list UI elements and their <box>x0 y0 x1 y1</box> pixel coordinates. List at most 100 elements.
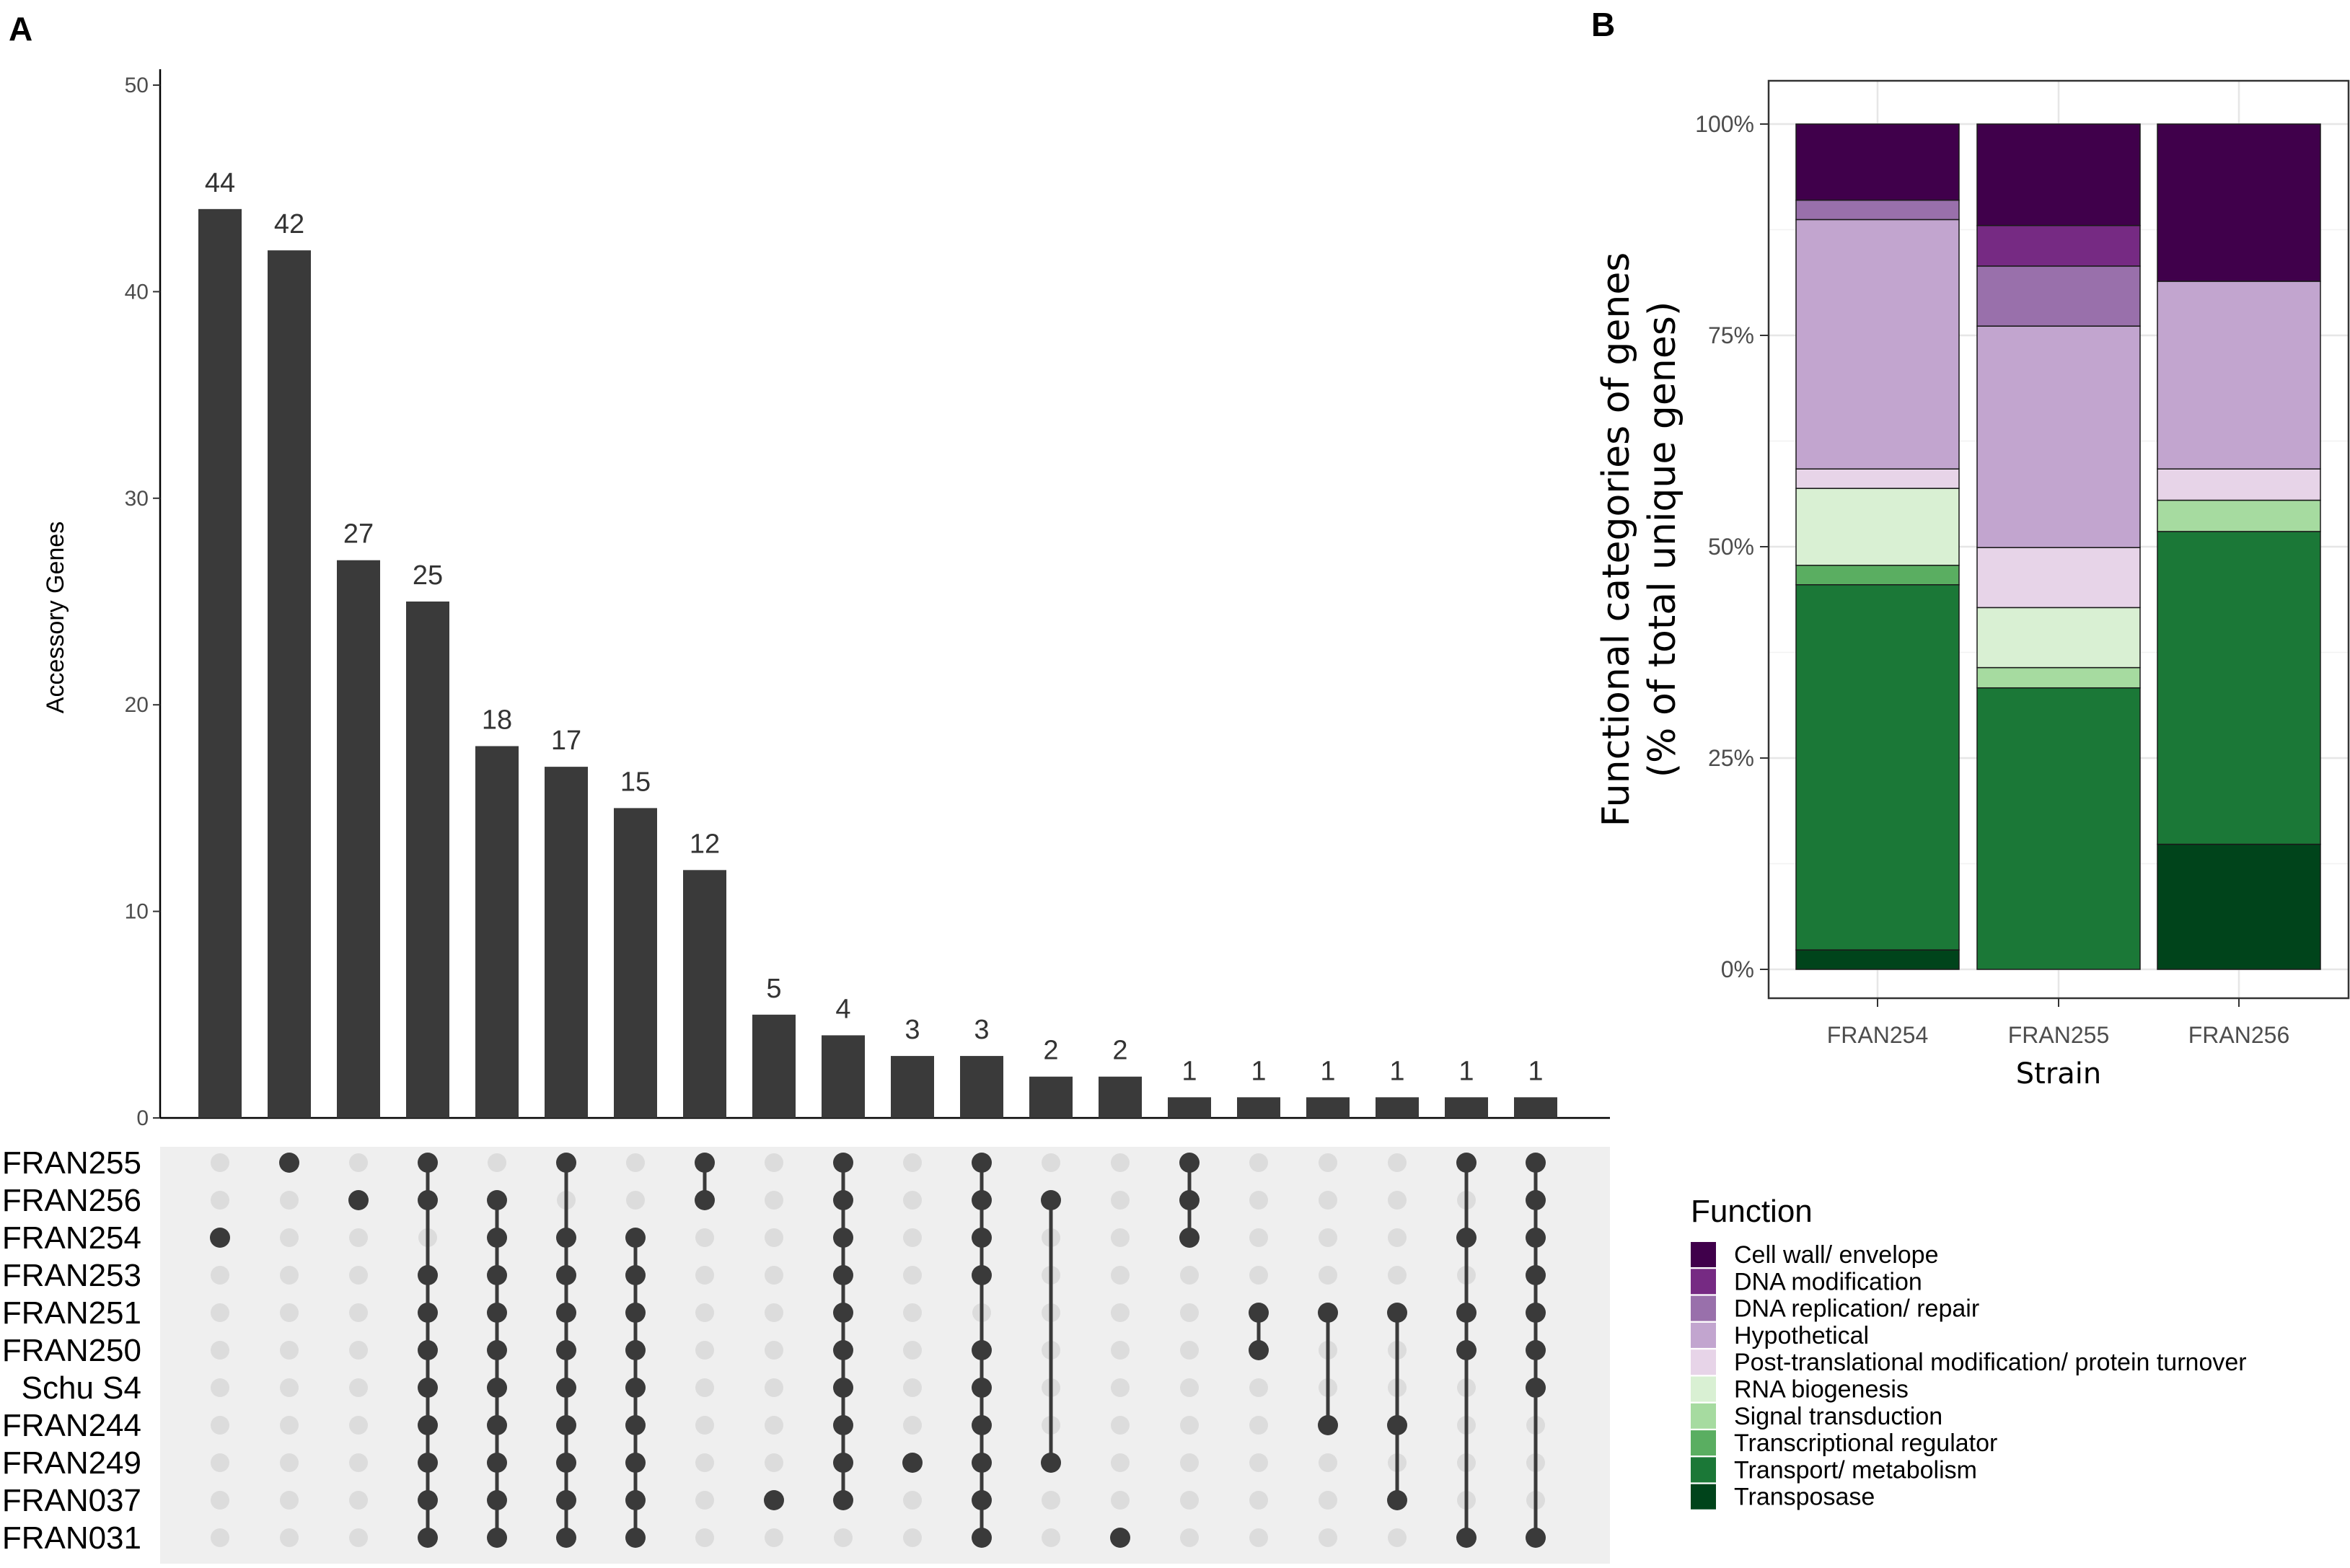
a-matrix-dot-inactive <box>1319 1153 1337 1172</box>
a-matrix-dot-active <box>695 1190 715 1210</box>
a-set-name: FRAN031 <box>2 1520 141 1556</box>
a-set-name: Schu S4 <box>22 1370 141 1406</box>
a-matrix-dot-active <box>833 1490 853 1510</box>
a-matrix-dot-active <box>833 1190 853 1210</box>
a-matrix-dot-inactive <box>695 1453 714 1472</box>
a-bar <box>614 808 657 1118</box>
a-set-name: FRAN256 <box>2 1183 141 1218</box>
a-bar <box>1306 1097 1350 1118</box>
a-matrix-dot-active <box>556 1303 576 1323</box>
a-matrix-dot-active <box>972 1415 992 1435</box>
a-matrix-dot-active <box>833 1378 853 1398</box>
legend-swatch <box>1691 1295 1716 1321</box>
a-matrix-dot-inactive <box>1388 1266 1407 1285</box>
a-matrix <box>210 1153 1546 1548</box>
a-matrix-dot-inactive <box>349 1266 368 1285</box>
a-matrix-dot-active <box>1526 1378 1546 1398</box>
a-matrix-dot-inactive <box>280 1303 299 1322</box>
a-matrix-dot-inactive <box>1319 1191 1337 1210</box>
a-matrix-dot-inactive <box>1111 1228 1130 1247</box>
a-matrix-dot-inactive <box>1111 1453 1130 1472</box>
a-y-axis-title: Accessory Genes <box>42 521 69 713</box>
a-bar-label: 42 <box>274 209 304 239</box>
legend-swatch <box>1691 1484 1716 1510</box>
a-matrix-dot-active <box>625 1453 646 1473</box>
b-bar-segment <box>1795 565 1960 586</box>
a-matrix-dot-inactive <box>765 1341 783 1360</box>
a-matrix-dot-inactive <box>626 1153 645 1172</box>
a-matrix-dot-active <box>418 1528 438 1548</box>
a-matrix-dot-active <box>833 1453 853 1473</box>
a-matrix-dot-active <box>418 1453 438 1473</box>
matrix-background <box>160 1147 1610 1564</box>
a-matrix-dot-inactive <box>349 1228 368 1247</box>
a-matrix-dot-active <box>418 1190 438 1210</box>
a-matrix-dot-inactive <box>211 1416 229 1435</box>
a-matrix-dot-inactive <box>903 1491 922 1510</box>
a-matrix-dot-inactive <box>349 1491 368 1510</box>
a-matrix-dot-inactive <box>765 1228 783 1247</box>
a-matrix-dot-active <box>625 1265 646 1285</box>
a-y-tick-label: 50 <box>125 74 149 97</box>
a-matrix-dot-inactive <box>280 1191 299 1210</box>
legend-swatch <box>1691 1242 1716 1267</box>
a-matrix-dot-active <box>1318 1415 1338 1435</box>
a-matrix-dot-active <box>1041 1453 1061 1473</box>
a-bar-label: 27 <box>343 519 374 550</box>
a-matrix-dot-inactive <box>695 1341 714 1360</box>
a-matrix-dot-active <box>487 1528 507 1548</box>
a-matrix-dot-active <box>556 1528 576 1548</box>
a-matrix-dot-active <box>1526 1528 1546 1548</box>
a-matrix-dot-inactive <box>695 1303 714 1322</box>
a-matrix-dot-active <box>556 1265 576 1285</box>
legend-item: Post-translational modification/ protein… <box>1734 1349 2247 1376</box>
a-matrix-dot-inactive <box>211 1303 229 1322</box>
a-bar-label: 2 <box>1112 1036 1127 1066</box>
a-matrix-dot-inactive <box>765 1453 783 1472</box>
a-matrix-dot-active <box>833 1153 853 1173</box>
a-bar-label: 18 <box>482 705 512 735</box>
a-matrix-dot-active <box>625 1378 646 1398</box>
a-matrix-dot-active <box>625 1303 646 1323</box>
a-matrix-dot-inactive <box>765 1303 783 1322</box>
a-bar-label: 25 <box>413 560 443 591</box>
a-matrix-dot-active <box>902 1453 923 1473</box>
b-bar-segment <box>2157 468 2321 501</box>
a-matrix-dot-active <box>1249 1340 1269 1360</box>
a-matrix-dot-inactive <box>349 1416 368 1435</box>
a-y-tick-label: 40 <box>125 280 149 304</box>
a-matrix-dot-active <box>1456 1528 1477 1548</box>
a-y-ticks: 0 10 20 30 40 50 <box>125 74 160 1130</box>
b-bars <box>1795 123 2321 970</box>
legend-swatch <box>1691 1269 1716 1295</box>
a-matrix-dot-active <box>1456 1228 1477 1248</box>
a-bar-labels: 44 42 27 25 18 17 15 12 5 4 3 3 2 2 1 1 1 1 1 1 <box>205 168 1544 1087</box>
legend-swatch <box>1691 1403 1716 1429</box>
a-matrix-dot-inactive <box>1319 1491 1337 1510</box>
a-matrix-dot-inactive <box>765 1416 783 1435</box>
a-matrix-dot-active <box>1387 1415 1407 1435</box>
a-bar <box>406 602 449 1118</box>
a-matrix-dot-inactive <box>1111 1303 1130 1322</box>
a-matrix-dot-inactive <box>903 1191 922 1210</box>
a-matrix-dot-active <box>418 1153 438 1173</box>
a-matrix-dot-active <box>418 1378 438 1398</box>
a-matrix-dot-active <box>833 1303 853 1323</box>
a-matrix-dot-active <box>556 1415 576 1435</box>
legend-swatch <box>1691 1457 1716 1483</box>
a-set-name: FRAN255 <box>2 1145 141 1181</box>
a-bar <box>683 870 726 1118</box>
b-bar-segment <box>2157 123 2321 282</box>
a-bar <box>1237 1097 1280 1118</box>
b-bar-segment <box>1976 123 2141 226</box>
a-matrix-dot-inactive <box>211 1491 229 1510</box>
b-x-ticks: FRAN254 FRAN255 FRAN256 <box>1827 998 2289 1048</box>
b-bar-segment <box>1795 583 1960 951</box>
a-matrix-dot-active <box>487 1190 507 1210</box>
a-bar-label: 17 <box>551 726 581 756</box>
a-matrix-dot-inactive <box>765 1528 783 1547</box>
legend-title: Function <box>1691 1194 1813 1229</box>
a-matrix-dot-active <box>418 1303 438 1323</box>
